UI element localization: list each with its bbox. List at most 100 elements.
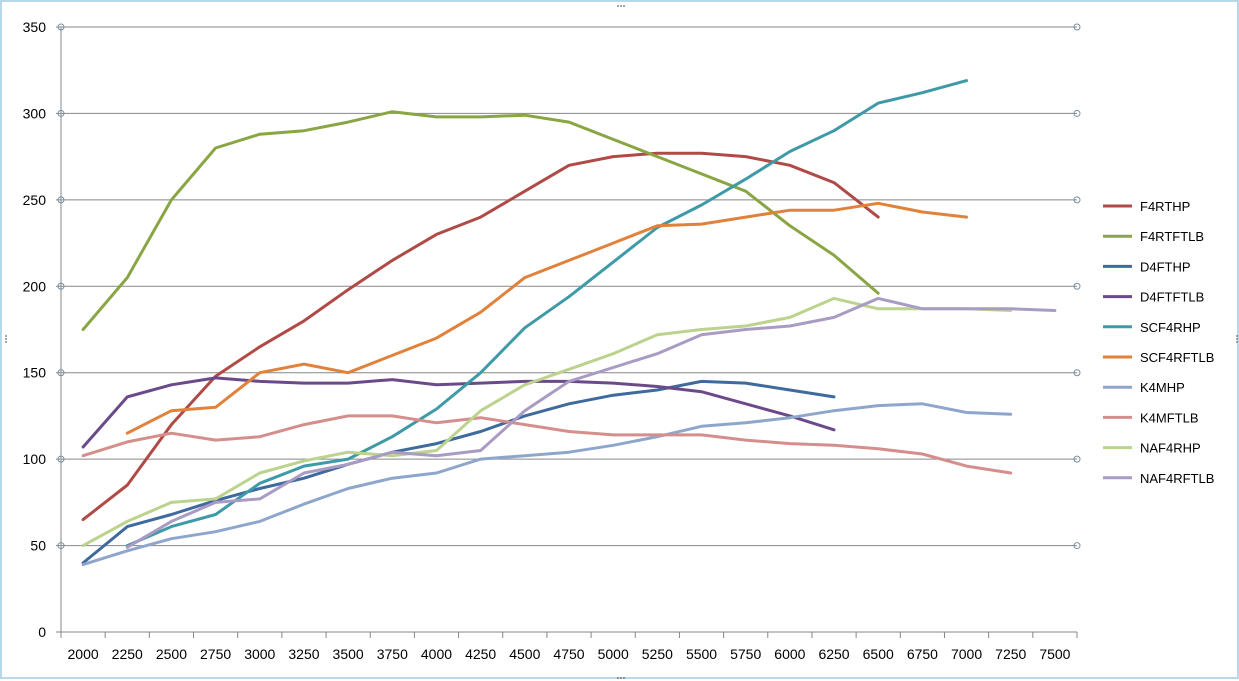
series-k4mftlb xyxy=(81,414,1013,475)
selection-handle[interactable] xyxy=(57,455,65,463)
selection-handle[interactable] xyxy=(57,369,65,377)
legend-label: NAF4RHP xyxy=(1140,441,1201,456)
grip-dot[interactable] xyxy=(617,677,619,679)
gridlines xyxy=(61,26,1077,547)
series-line xyxy=(125,201,969,435)
x-tick-label: 4750 xyxy=(553,646,584,662)
selection-handle[interactable] xyxy=(57,23,65,31)
grip-dot[interactable] xyxy=(1236,341,1238,343)
x-tick-label: 4000 xyxy=(421,646,452,662)
x-tick-label: 5750 xyxy=(730,646,761,662)
legend-label: F4RTHP xyxy=(1140,199,1190,214)
plot-area-resize-handles[interactable] xyxy=(57,23,1081,550)
series-line xyxy=(125,79,969,548)
legend-item-f4rthp[interactable]: F4RTHP xyxy=(1103,199,1190,214)
grip-dot[interactable] xyxy=(1236,338,1238,340)
y-tick-label: 50 xyxy=(30,538,46,554)
grip-dot[interactable] xyxy=(5,341,7,343)
series-line xyxy=(81,414,1013,475)
legend-item-naf4rhp[interactable]: NAF4RHP xyxy=(1103,441,1201,456)
series-line xyxy=(81,110,880,331)
selection-handle[interactable] xyxy=(1073,282,1081,290)
legend-label: D4FTFTLB xyxy=(1140,290,1204,305)
legend-label: SCF4RFTLB xyxy=(1140,350,1214,365)
grip-dot[interactable] xyxy=(620,5,622,7)
selection-handle[interactable] xyxy=(57,109,65,117)
x-tick-label: 4500 xyxy=(509,646,540,662)
x-axis-tick-labels: 2000 2250 2500 2750 3000 3250 3500 3750 4000 4250… xyxy=(68,646,1071,662)
x-tick-label: 5250 xyxy=(642,646,673,662)
selection-handle[interactable] xyxy=(1073,196,1081,204)
selection-handle[interactable] xyxy=(57,542,65,550)
legend-label: SCF4RHP xyxy=(1140,320,1201,335)
x-tick-label: 6500 xyxy=(863,646,894,662)
series-line xyxy=(125,296,1057,549)
series-naf4rhp xyxy=(81,296,1013,548)
x-tick-label: 2250 xyxy=(112,646,143,662)
legend-item-f4rtftlb[interactable]: F4RTFTLB xyxy=(1103,229,1204,244)
series-scf4rhp xyxy=(125,79,969,548)
legend-item-d4ftftlb[interactable]: D4FTFTLB xyxy=(1103,290,1204,305)
series-line xyxy=(81,402,1013,567)
legend-label: K4MFTLB xyxy=(1140,410,1199,425)
series-d4ftftlb xyxy=(81,376,836,449)
selection-handle[interactable] xyxy=(1073,109,1081,117)
y-tick-label: 100 xyxy=(23,451,47,467)
x-tick-label: 2000 xyxy=(68,646,99,662)
x-tick-label: 3750 xyxy=(377,646,408,662)
legend-item-k4mftlb[interactable]: K4MFTLB xyxy=(1103,410,1199,425)
grip-dot[interactable] xyxy=(623,5,625,7)
legend[interactable]: F4RTHP F4RTFTLB D4FTHP D4FTFTLB SCF4RHP SCF4R… xyxy=(1103,199,1214,486)
series-line xyxy=(81,296,1013,548)
legend-label: K4MHP xyxy=(1140,380,1185,395)
series-f4rtftlb xyxy=(81,110,880,331)
grip-dot[interactable] xyxy=(5,335,7,337)
series-scf4rftlb xyxy=(125,201,969,435)
selection-handle[interactable] xyxy=(57,282,65,290)
legend-item-scf4rhp[interactable]: SCF4RHP xyxy=(1103,320,1201,335)
y-tick-label: 200 xyxy=(23,278,47,294)
series-line xyxy=(81,376,836,449)
x-tick-label: 6000 xyxy=(774,646,805,662)
grip-dot[interactable] xyxy=(1236,335,1238,337)
x-tick-label: 3250 xyxy=(288,646,319,662)
y-tick-label: 300 xyxy=(23,105,47,121)
selection-handle[interactable] xyxy=(1073,23,1081,31)
x-tick-label: 5500 xyxy=(686,646,717,662)
x-tick-label: 3000 xyxy=(244,646,275,662)
grip-dot[interactable] xyxy=(620,677,622,679)
y-tick-label: 150 xyxy=(23,365,47,381)
grip-dot[interactable] xyxy=(5,338,7,340)
legend-label: D4FTHP xyxy=(1140,259,1191,274)
x-tick-label: 5000 xyxy=(598,646,629,662)
selection-handle[interactable] xyxy=(57,196,65,204)
x-tick-label: 2500 xyxy=(156,646,187,662)
selection-handle[interactable] xyxy=(1073,369,1081,377)
series-k4mhp xyxy=(81,402,1013,567)
y-tick-label: 350 xyxy=(23,19,47,35)
grip-dot[interactable] xyxy=(623,677,625,679)
grip-dot[interactable] xyxy=(617,5,619,7)
legend-item-scf4rftlb[interactable]: SCF4RFTLB xyxy=(1103,350,1214,365)
axes xyxy=(56,26,1078,638)
series-naf4rftlb xyxy=(125,296,1057,549)
y-tick-label: 250 xyxy=(23,192,47,208)
legend-label: NAF4RFTLB xyxy=(1140,471,1214,486)
x-tick-label: 4250 xyxy=(465,646,496,662)
legend-item-d4fthp[interactable]: D4FTHP xyxy=(1103,259,1191,274)
legend-item-naf4rftlb[interactable]: NAF4RFTLB xyxy=(1103,471,1214,486)
x-tick-label: 6750 xyxy=(907,646,938,662)
series-line xyxy=(81,151,880,522)
selection-handle[interactable] xyxy=(1073,542,1081,550)
series-line xyxy=(81,379,836,565)
x-tick-label: 7000 xyxy=(951,646,982,662)
legend-item-k4mhp[interactable]: K4MHP xyxy=(1103,380,1185,395)
selection-handle[interactable] xyxy=(1073,455,1081,463)
x-tick-label: 2750 xyxy=(200,646,231,662)
x-tick-label: 3500 xyxy=(333,646,364,662)
series-lines xyxy=(81,79,1057,567)
series-f4rthp xyxy=(81,151,880,522)
chart-resize-grips[interactable] xyxy=(5,5,1238,679)
